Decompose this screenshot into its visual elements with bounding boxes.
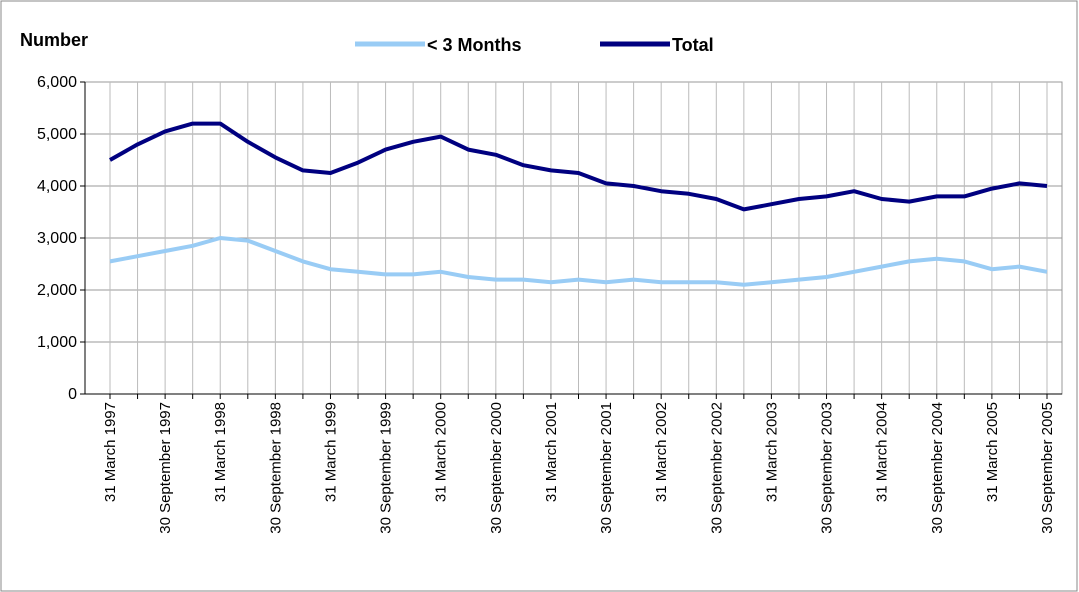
x-tick-label: 31 March 2004 xyxy=(874,402,891,502)
y-tick-label: 1,000 xyxy=(37,334,77,351)
x-tick-label: 30 September 2002 xyxy=(708,402,725,534)
series-line xyxy=(109,121,1048,212)
x-tick-label: 30 September 1998 xyxy=(267,402,284,534)
y-tick-label: 5,000 xyxy=(37,126,77,143)
x-tick-label: 30 September 2001 xyxy=(598,402,615,534)
x-tick-label: 31 March 1998 xyxy=(212,402,229,502)
legend-label: Total xyxy=(672,35,714,55)
x-tick-label: 30 September 2003 xyxy=(819,402,836,534)
x-tick-label: 31 March 2000 xyxy=(433,402,450,502)
x-tick-label: 31 March 2001 xyxy=(543,402,560,502)
y-tick-label: 6,000 xyxy=(37,74,77,91)
y-axis-label: Number xyxy=(20,30,88,50)
x-tick-label: 30 September 2000 xyxy=(488,402,505,534)
x-tick-label: 30 September 1997 xyxy=(157,402,174,534)
x-tick-label: 31 March 1997 xyxy=(102,402,119,502)
x-tick-label: 30 September 1999 xyxy=(378,402,395,534)
y-tick-label: 0 xyxy=(68,386,77,403)
x-tick-label: 30 September 2005 xyxy=(1039,402,1056,534)
y-tick-label: 3,000 xyxy=(37,230,77,247)
series-line xyxy=(109,236,1048,287)
y-tick-label: 2,000 xyxy=(37,282,77,299)
x-tick-label: 31 March 1999 xyxy=(322,402,339,502)
x-tick-label: 31 March 2002 xyxy=(653,402,670,502)
x-tick-label: 31 March 2005 xyxy=(984,402,1001,502)
x-tick-label: 31 March 2003 xyxy=(763,402,780,502)
x-tick-label: 30 September 2004 xyxy=(929,402,946,534)
legend-label: < 3 Months xyxy=(427,35,522,55)
y-tick-label: 4,000 xyxy=(37,178,77,195)
